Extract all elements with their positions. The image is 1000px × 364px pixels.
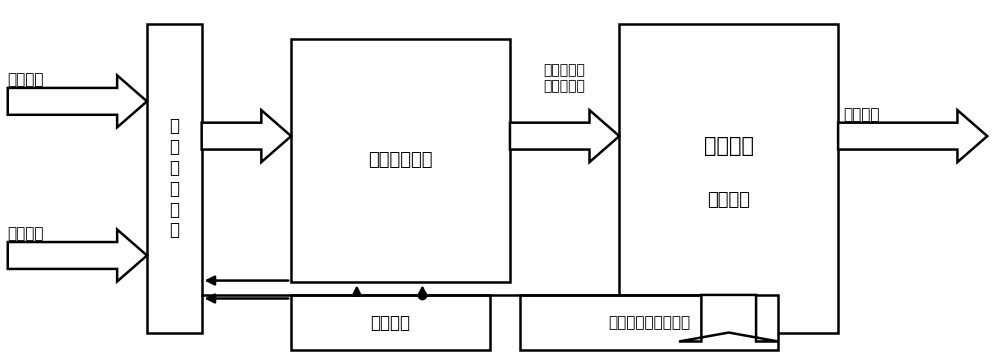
Polygon shape: [619, 24, 838, 333]
Text: 数字信号: 数字信号: [704, 136, 754, 156]
Polygon shape: [8, 229, 147, 281]
Text: 采
样
滤
波
模
块: 采 样 滤 波 模 块: [169, 118, 179, 240]
Text: 电流信号: 电流信号: [8, 72, 44, 87]
Text: 处理模块: 处理模块: [707, 191, 750, 209]
Text: 电流数字量
电压数字量: 电流数字量 电压数字量: [544, 63, 586, 93]
Polygon shape: [291, 295, 490, 351]
Polygon shape: [520, 295, 778, 351]
Text: 时钟与频率转换模块: 时钟与频率转换模块: [608, 315, 690, 330]
Text: 基准模块: 基准模块: [371, 314, 411, 332]
Polygon shape: [510, 110, 619, 162]
Polygon shape: [147, 24, 202, 333]
Polygon shape: [838, 110, 987, 162]
Polygon shape: [291, 39, 510, 282]
Polygon shape: [8, 75, 147, 127]
Text: 电压信号: 电压信号: [8, 226, 44, 241]
Polygon shape: [679, 295, 778, 341]
Text: 模数转换模块: 模数转换模块: [368, 151, 433, 170]
Text: 计量参数: 计量参数: [843, 107, 880, 122]
Polygon shape: [202, 110, 291, 162]
